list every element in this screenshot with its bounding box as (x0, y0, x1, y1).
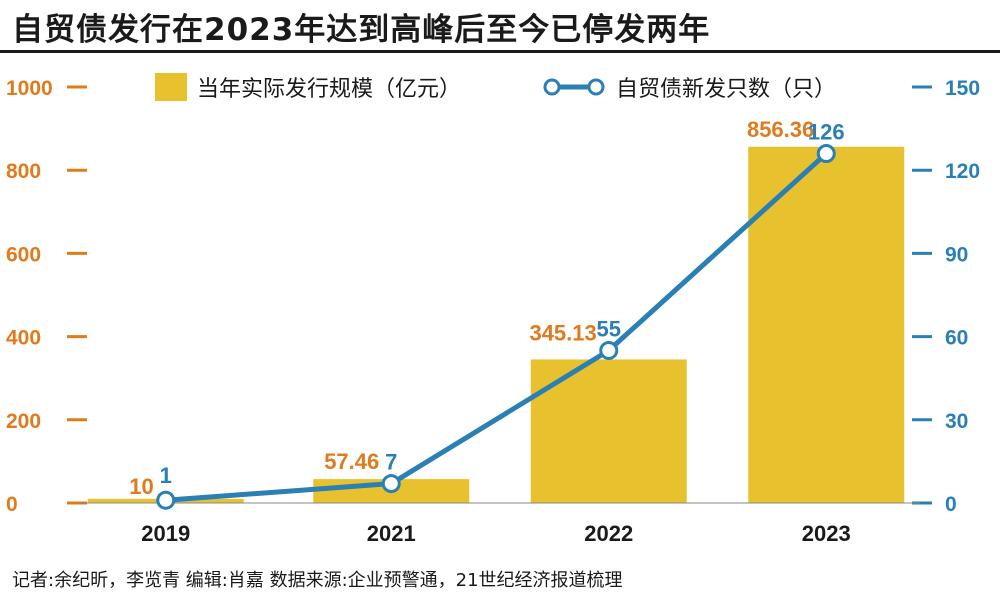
line-point-2023 (816, 144, 836, 164)
line-value-label-2021: 7 (385, 450, 397, 475)
line-value-label-2019: 1 (160, 463, 172, 488)
x-tick-label-2023: 2023 (802, 521, 851, 546)
legend-swatch-marker-left (543, 78, 561, 96)
y-right-tick-label: 60 (945, 327, 968, 350)
line-value-label-2023: 126 (808, 120, 845, 145)
line-point-2022 (599, 340, 619, 360)
y-right-tick-label: 150 (945, 77, 980, 100)
y-left-tick-label: 0 (6, 493, 18, 516)
legend-label-bar: 当年实际发行规模（亿元） (197, 77, 461, 102)
y-left-tick-label: 400 (6, 327, 41, 350)
y-right-tick-label: 120 (945, 160, 980, 183)
x-tick-label-2021: 2021 (367, 521, 416, 546)
legend-label-line: 自贸债新发只数（只） (616, 77, 836, 102)
y-right-tick-label: 90 (945, 243, 968, 266)
footer-credits: 记者:余纪昕，李览青 编辑:肖嘉 数据来源:企业预警通，21世纪经济报道梳理 (12, 570, 623, 591)
title-rule (0, 50, 1000, 53)
bar-value-label-2023: 856.36 (747, 117, 814, 142)
bar-2023 (748, 146, 905, 503)
y-left-tick-label: 1000 (6, 77, 53, 100)
y-right-tick-label: 0 (945, 493, 957, 516)
x-tick-label-2019: 2019 (141, 521, 190, 546)
x-tick-label-2022: 2022 (584, 521, 633, 546)
bar-value-label-2021: 57.46 (324, 449, 379, 474)
y-left-tick-label: 600 (6, 243, 41, 266)
y-left-tick-label: 800 (6, 160, 41, 183)
legend-swatch-marker-right (587, 78, 605, 96)
y-right-tick-label: 30 (945, 410, 968, 433)
line-value-label-2022: 55 (597, 316, 621, 341)
line-series-count (165, 151, 828, 503)
line-point-2021 (381, 474, 401, 494)
line-point-2019 (156, 490, 176, 510)
legend-swatch-bar (155, 73, 187, 101)
chart-title: 自贸债发行在2023年达到高峰后至今已停发两年 (12, 12, 711, 48)
y-left-tick-label: 200 (6, 410, 41, 433)
bar-value-label-2022: 345.13 (529, 320, 596, 345)
bar-value-label-2019: 10 (129, 474, 153, 499)
